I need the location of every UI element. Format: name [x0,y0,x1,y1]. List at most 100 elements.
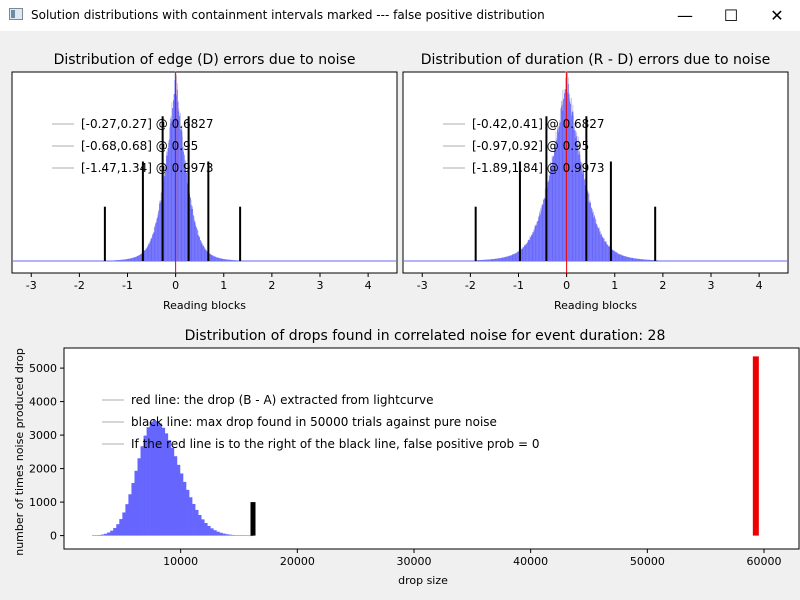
title-bar: Solution distributions with containment … [0,0,800,31]
chart1-legend-label: [-0.27,0.27] @ 0.6827 [81,117,214,131]
chart3-title: Distribution of drops found in correlate… [185,328,666,344]
chart3-bar [92,535,96,536]
chart3-bar [186,489,190,536]
chart3-bar [143,435,147,536]
chart1-xtick-label: -3 [26,279,37,292]
chart3-bar [104,533,108,536]
minimize-button[interactable]: — [677,6,693,25]
chart3-bar [113,527,117,536]
chart2-xtick-label: -2 [465,279,476,292]
chart1-xtick-label: 4 [365,279,372,292]
chart3-bar [140,446,144,536]
chart3-bar [155,420,160,536]
maximize-button[interactable]: ☐ [723,6,739,25]
chart3-bar [107,532,111,536]
chart3-bar [189,497,193,536]
chart1-group: Distribution of edge (D) errors due to n… [11,52,398,312]
chart3-bar [101,534,105,536]
chart2-xtick-label: -3 [417,279,428,292]
chart3-bar [207,525,211,536]
chart3-bar [119,519,123,536]
chart3-bar [246,535,251,537]
chart3-bar [125,504,129,536]
chart3-xtick-label: 20000 [280,555,315,568]
chart3-bar [167,440,172,536]
chart3-bar [219,532,223,536]
chart3-bar [234,535,238,536]
chart3-legend-label: red line: the drop (B - A) extracted fro… [131,393,433,407]
chart1-xtick-label: 2 [268,279,275,292]
chart3-bar [152,420,156,536]
chart2-title: Distribution of duration (R - D) errors … [421,52,770,68]
chart3-bar [249,535,254,537]
chart3-bar [213,530,217,536]
chart3-ytick-label: 4000 [29,396,57,409]
chart3-bar [98,534,102,536]
chart3-bar [192,503,196,536]
chart2-legend-label: [-0.97,0.92] @ 0.95 [472,139,589,153]
chart3-ytick-label: 1000 [29,496,57,509]
chart3-bar [183,481,187,536]
chart3-bar [179,473,184,536]
chart3-ytick-label: 0 [50,530,57,543]
chart3-bar [204,522,208,536]
chart2-legend-label: [-0.42,0.41] @ 0.6827 [472,117,605,131]
chart2-xtick-label: 1 [611,279,618,292]
chart1-xtick-label: -1 [122,279,133,292]
chart3-ytick-label: 2000 [29,463,57,476]
chart1-plot-area [11,71,398,274]
chart1-legend-label: [-0.68,0.68] @ 0.95 [81,139,198,153]
chart3-bar [149,421,153,536]
chart3-bar [198,514,202,536]
chart2-group: Distribution of duration (R - D) errors … [402,52,789,312]
chart2-legend-label: [-1.89,1.84] @ 0.9973 [472,161,605,175]
chart3-ylabel: number of times noise produced drop [13,348,26,556]
chart3-bar [170,447,175,536]
chart3-bar [173,456,178,536]
chart3-bar [222,533,226,536]
chart2-xtick-label: 0 [563,279,570,292]
chart3-bar [134,470,138,536]
chart3-bar [210,528,214,536]
chart3-legend-label: black line: max drop found in 50000 tria… [131,415,497,429]
chart3-bar [131,483,135,536]
chart3-bar [176,464,181,536]
chart3-bar [237,535,241,536]
chart3-bar [228,534,232,536]
chart3-bar [164,433,169,536]
chart3-xtick-label: 40000 [513,555,548,568]
chart3-black-line [250,502,256,536]
chart3-bar [128,494,132,536]
chart3-bar [95,535,99,536]
chart3-red-line [752,356,759,536]
chart3-bar [137,458,141,536]
chart1-xtick-label: 3 [317,279,324,292]
chart3-legend-label: If the red line is to the right of the b… [131,437,539,451]
chart1-legend-label: [-1.47,1.34] @ 0.9973 [81,161,214,175]
chart3-bar [201,519,205,536]
chart1-xlabel: Reading blocks [163,299,246,312]
chart3-bar [231,534,235,536]
close-button[interactable]: ✕ [770,6,784,25]
chart3-ytick-label: 5000 [29,362,57,375]
chart2-xtick-label: 2 [659,279,666,292]
chart3-bar [225,534,229,536]
chart1-title: Distribution of edge (D) errors due to n… [54,52,356,68]
chart3-bar [146,427,150,536]
chart1-xtick-label: 1 [220,279,227,292]
chart3-ytick-label: 3000 [29,429,57,442]
chart3-bar [116,524,120,536]
chart3-bar [122,512,126,536]
chart3-bar [110,530,114,536]
chart3-xtick-label: 50000 [630,555,665,568]
chart2-xlabel: Reading blocks [554,299,637,312]
chart3-bar [216,531,220,536]
chart3-xtick-label: 10000 [163,555,198,568]
chart2-xtick-label: 4 [756,279,763,292]
chart3-xtick-label: 60000 [747,555,782,568]
chart3-bar [243,535,247,536]
chart2-xtick-label: -1 [513,279,524,292]
chart2-xtick-label: 3 [708,279,715,292]
chart3-xtick-label: 30000 [397,555,432,568]
